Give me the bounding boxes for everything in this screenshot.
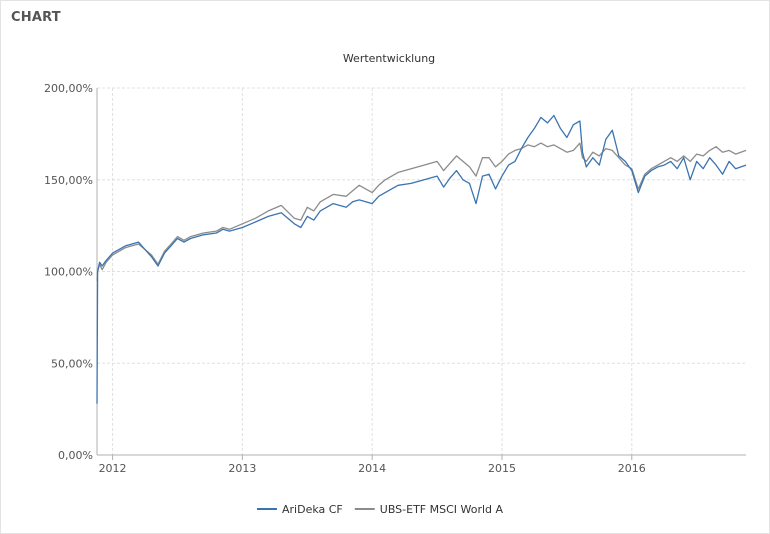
panel-title: CHART <box>11 10 61 25</box>
x-tick-label: 2015 <box>488 462 516 475</box>
grid-layer <box>97 87 746 455</box>
legend-item-2[interactable]: UBS-ETF MSCI World A <box>354 503 504 516</box>
series-layer <box>96 114 747 404</box>
axis-layer: 0,00% 50,00% 100,00% 150,00% 200,00% 2012 2013… <box>44 82 746 475</box>
y-tick-label: 150,00% <box>44 174 93 187</box>
y-tick-label: 200,00% <box>44 82 93 95</box>
series-line-1 <box>96 114 747 404</box>
legend-label: UBS-ETF MSCI World A <box>380 503 504 516</box>
x-tick-label: 2013 <box>228 462 256 475</box>
x-tick-label: 2012 <box>99 462 127 475</box>
chart-title: Wertentwicklung <box>343 52 435 65</box>
y-tick-label: 100,00% <box>44 266 93 279</box>
x-tick-label: 2016 <box>618 462 646 475</box>
legend[interactable]: AriDeka CF UBS-ETF MSCI World A <box>257 503 504 516</box>
legend-item-1[interactable]: AriDeka CF <box>257 503 343 516</box>
legend-label: AriDeka CF <box>282 503 343 516</box>
y-tick-label: 0,00% <box>58 449 93 462</box>
x-tick-label: 2014 <box>358 462 386 475</box>
y-tick-label: 50,00% <box>51 357 93 370</box>
series-line-2 <box>96 142 747 281</box>
